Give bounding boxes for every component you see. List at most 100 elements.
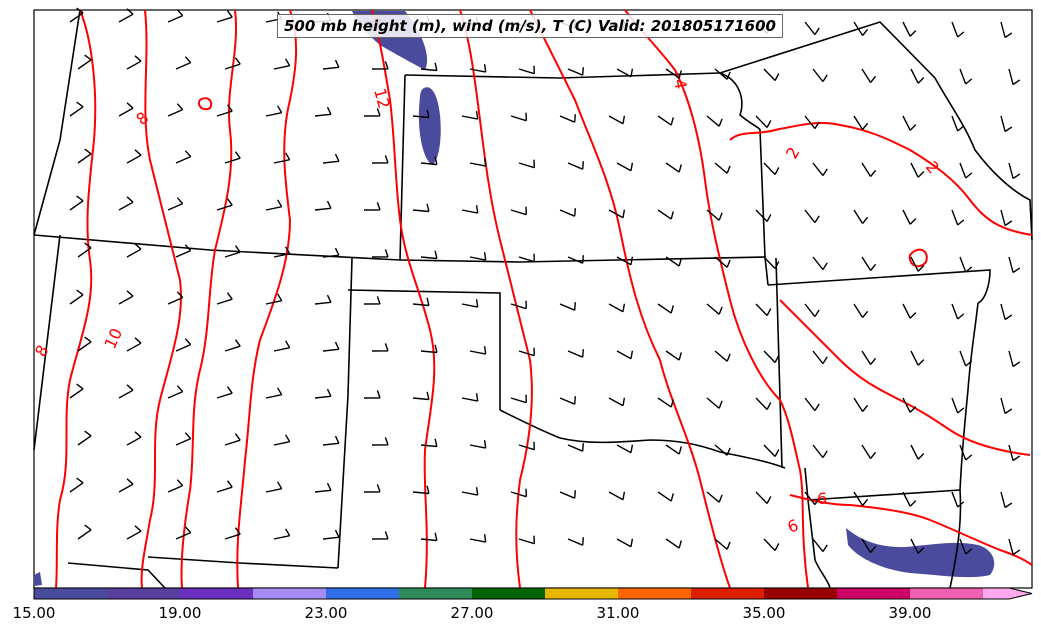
wind-barb-icon <box>1000 491 1013 509</box>
wind-barb-icon <box>714 444 731 456</box>
wind-barb-icon <box>273 434 291 446</box>
wind-barb-icon <box>804 21 820 36</box>
boundary-kansas-north <box>399 256 766 263</box>
wind-barb-icon <box>665 444 682 455</box>
boundary-southwest <box>147 556 339 569</box>
wind-barb-icon <box>126 149 142 164</box>
wind-barb-icon <box>175 526 192 540</box>
wind-barb-icon <box>461 111 479 120</box>
wind-barb-icon <box>265 105 283 117</box>
wind-barb-icon <box>469 534 487 543</box>
wind-barb-icon <box>510 300 527 310</box>
map-frame <box>33 9 1033 589</box>
wind-barb-icon <box>461 205 479 214</box>
boundary-nm-ok <box>347 289 501 410</box>
wind-barb-icon <box>1000 397 1013 415</box>
wind-barb-icon <box>959 538 973 555</box>
wind-barb-icon <box>461 487 479 496</box>
wind-barb-icon <box>216 292 233 305</box>
wind-barb-icon <box>175 244 192 258</box>
wind-barb-icon <box>1000 303 1013 321</box>
wind-barb-icon <box>1008 350 1021 368</box>
wind-barb-icon <box>69 383 84 399</box>
wind-barb-icon <box>755 303 772 316</box>
wind-barb-icon <box>1008 444 1021 462</box>
isotherm-loop-2 <box>198 97 213 111</box>
wind-barb-icon <box>216 386 233 399</box>
wind-barb-icon <box>420 344 438 354</box>
isotherm-far-west <box>55 9 97 589</box>
wind-barb-icon <box>224 151 241 164</box>
wind-barb-icon <box>951 491 965 508</box>
wind-barb-icon <box>371 155 389 164</box>
wind-barb-icon <box>469 252 487 261</box>
wind-barb-icon <box>118 478 134 493</box>
wind-barb-icon <box>755 397 772 410</box>
wind-barb-icon <box>469 158 487 167</box>
contour-label-4: 4 <box>670 77 690 90</box>
boundary-mississippi <box>949 302 979 589</box>
isotherm-4 <box>529 9 731 589</box>
wind-barb-icon <box>224 527 241 540</box>
colorbar-outline <box>33 587 1033 600</box>
wind-barb-icon <box>1000 115 1013 133</box>
wind-barb-icon <box>363 484 381 493</box>
wind-barb-icon <box>902 115 917 131</box>
colorbar-tick-label: 27.00 <box>450 604 494 622</box>
wind-barb-icon <box>608 115 626 125</box>
wind-barb-icon <box>510 394 527 404</box>
wind-barb-icon <box>616 162 634 172</box>
wind-barb-icon <box>420 156 438 166</box>
state-boundaries <box>33 9 1033 589</box>
wind-barb-icon <box>1008 256 1021 274</box>
wind-barb-icon <box>812 256 828 271</box>
wind-barb-icon <box>910 68 925 84</box>
wind-barb-icon <box>853 115 869 130</box>
boundary-texas-east <box>804 467 831 589</box>
colorbar-segment <box>764 588 837 599</box>
isotherm-loop-1 <box>908 248 928 268</box>
wind-barb-icon <box>616 256 634 266</box>
wind-barb-icon <box>959 444 973 461</box>
wind-barb-icon <box>412 485 430 495</box>
wind-barb-icon <box>175 338 192 352</box>
wind-barb-icon <box>420 438 438 448</box>
wind-barb-icon <box>322 435 340 446</box>
wind-barb-icon <box>706 491 723 503</box>
colorbar-segment <box>472 588 545 599</box>
wind-barb-icon <box>1008 538 1021 556</box>
wind-barb-icon <box>951 21 965 38</box>
wind-barb-icon <box>322 341 340 352</box>
wind-barb-icon <box>861 538 877 553</box>
wind-barb-icon <box>461 393 479 402</box>
wind-barb-icon <box>567 67 584 76</box>
wind-barb-icon <box>518 535 535 545</box>
wind-barb-icon <box>69 289 84 305</box>
wind-barb-icon <box>224 57 241 70</box>
boundary-colorado-south <box>337 257 353 569</box>
wind-barb-icon <box>77 242 92 258</box>
wind-barb-icon <box>910 256 925 272</box>
wind-barb-icon <box>714 256 731 268</box>
wind-barb-icon <box>69 477 84 493</box>
wind-barb-icon <box>314 388 332 399</box>
wind-barb-icon <box>265 293 283 305</box>
wind-barb-icon <box>69 101 84 117</box>
wind-barb-icon <box>755 115 772 128</box>
wind-barb-icon <box>567 443 584 452</box>
wind-barb-icon <box>518 253 535 263</box>
isotherm-east <box>729 121 1033 236</box>
wind-barb-icon <box>657 209 674 220</box>
wind-barb-icon <box>216 10 233 23</box>
wind-barb-icon <box>559 208 576 217</box>
wind-barb-icon <box>951 209 965 226</box>
wind-barb-icon <box>763 68 780 81</box>
wind-barb-icon <box>902 209 917 225</box>
wind-barb-icon <box>322 59 340 70</box>
wind-barb-icon <box>902 491 917 507</box>
wind-barb-icon <box>616 538 634 548</box>
wind-barb-icon <box>951 397 965 414</box>
isotherm-center <box>459 9 533 589</box>
wind-barb-icon <box>77 148 92 164</box>
